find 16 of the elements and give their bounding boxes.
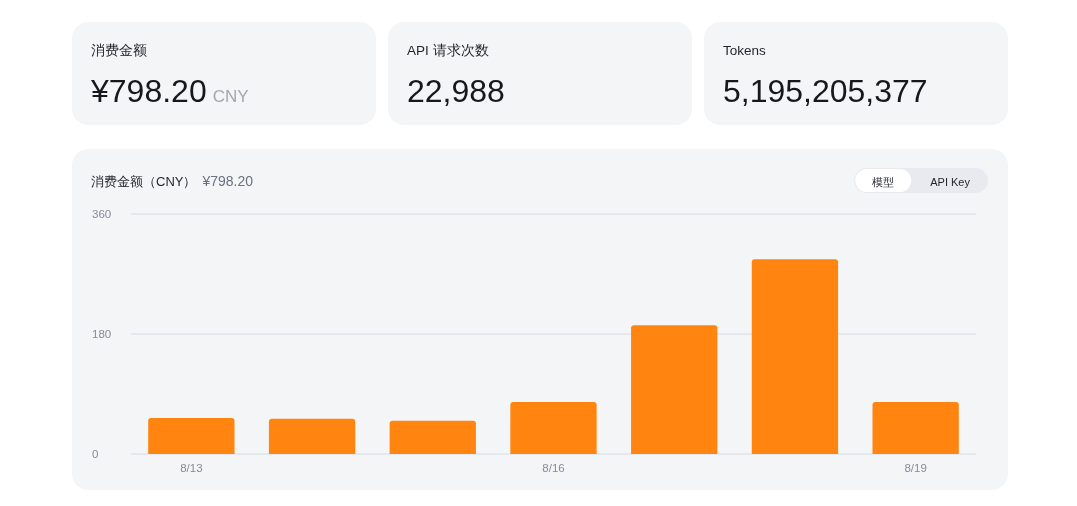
chart-subtitle: ¥798.20: [202, 173, 254, 189]
y-tick-label: 360: [92, 208, 112, 220]
card-title: API 请求次数: [407, 43, 489, 58]
x-tick-label: 8/19: [904, 462, 927, 474]
x-tick-label: 8/13: [180, 462, 203, 474]
x-tick-label: 8/16: [542, 462, 565, 474]
card-title: 消费金额: [91, 43, 147, 58]
card-value: ¥798.20: [91, 73, 207, 109]
toggle-option: API Key: [930, 176, 970, 188]
card-title: Tokens: [723, 43, 766, 58]
card-value: 22,988: [407, 73, 505, 109]
card-value: 5,195,205,377: [723, 73, 928, 109]
y-tick-label: 0: [92, 448, 99, 460]
chart-title: 消费金额（CNY）: [91, 174, 197, 189]
y-tick-label: 180: [92, 328, 112, 340]
card-unit: CNY: [212, 87, 249, 106]
